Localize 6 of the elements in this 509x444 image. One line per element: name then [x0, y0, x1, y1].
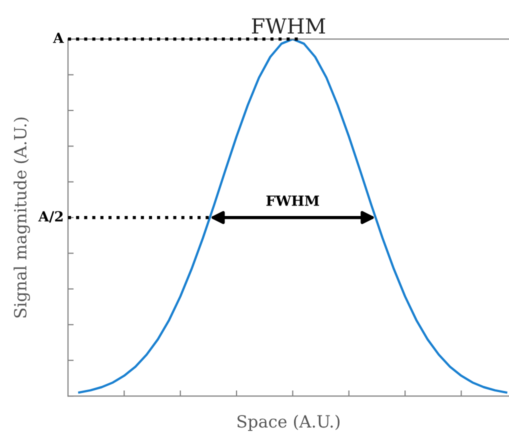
ref-line-label: A/2 — [38, 211, 63, 223]
chart-title: FWHM — [252, 18, 326, 34]
y-axis-title: Signal magnitude (A.U.) — [14, 118, 30, 318]
x-axis-title: Space (A.U.) — [238, 414, 340, 431]
annotation: FWHM — [266, 196, 320, 206]
ref-line-label: A — [52, 32, 64, 43]
